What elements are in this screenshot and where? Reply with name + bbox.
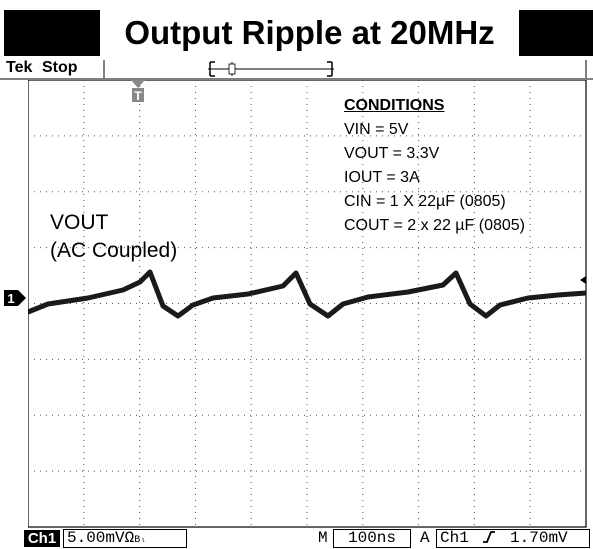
conditions-heading: CONDITIONS [344,97,445,114]
waveform-label-vout: VOUT [50,211,109,234]
waveform-label-coupling: (AC Coupled) [50,239,178,262]
vertical-scale-readout[interactable]: 5.00mVΩBₗ [63,529,187,548]
scope-graticule: T [27,79,587,528]
condition-cin: CIN = 1 X 22µF (0805) [344,193,506,210]
title-block-right [519,10,593,56]
trigger-readout[interactable]: Ch1 1.70mV [436,529,590,548]
title-block-left [4,10,100,56]
channel-1-badge[interactable]: Ch1 [24,530,60,547]
timebase-prefix: M [318,529,328,547]
trigger-level: 1.70mV [510,529,568,547]
graticule-grid [28,80,586,527]
bandwidth-limit-icon: Bₗ [134,535,147,546]
scope-top-rule [0,60,593,80]
channel-1-ground-marker[interactable]: 1 [4,290,26,306]
channel-marker-label: 1 [7,291,14,306]
rising-edge-icon [483,531,496,543]
condition-vout: VOUT = 3.3V [344,145,440,162]
scope-status-bar: Ch1 5.00mVΩBₗ M 100ns A Ch1 1.70mV [0,528,593,549]
trigger-mode: A [420,529,430,547]
trigger-position-bar[interactable] [208,60,334,78]
trigger-marker-label: T [134,89,142,103]
condition-iout: IOUT = 3A [344,169,420,186]
condition-vin: VIN = 5V [344,121,409,138]
trigger-source: Ch1 [440,529,469,547]
scope-top-bar: Tek Stop [0,58,593,80]
timebase-readout[interactable]: 100ns [333,529,411,548]
trigger-position-marker[interactable]: T [131,80,145,103]
condition-cout: COUT = 2 x 22 µF (0805) [344,217,525,234]
scope-display: T CONDITIONS VIN = 5V VOUT = 3.3V IOUT =… [27,79,587,528]
vout-trace [27,269,587,319]
brand-label: Tek [6,59,33,76]
trigger-level-marker[interactable] [580,276,586,284]
vertical-scale-value: 5.00mVΩ [67,529,135,547]
page-title: Output Ripple at 20MHz [124,14,495,51]
title-bar: Output Ripple at 20MHz [0,0,593,58]
acquisition-state: Stop [42,59,78,76]
